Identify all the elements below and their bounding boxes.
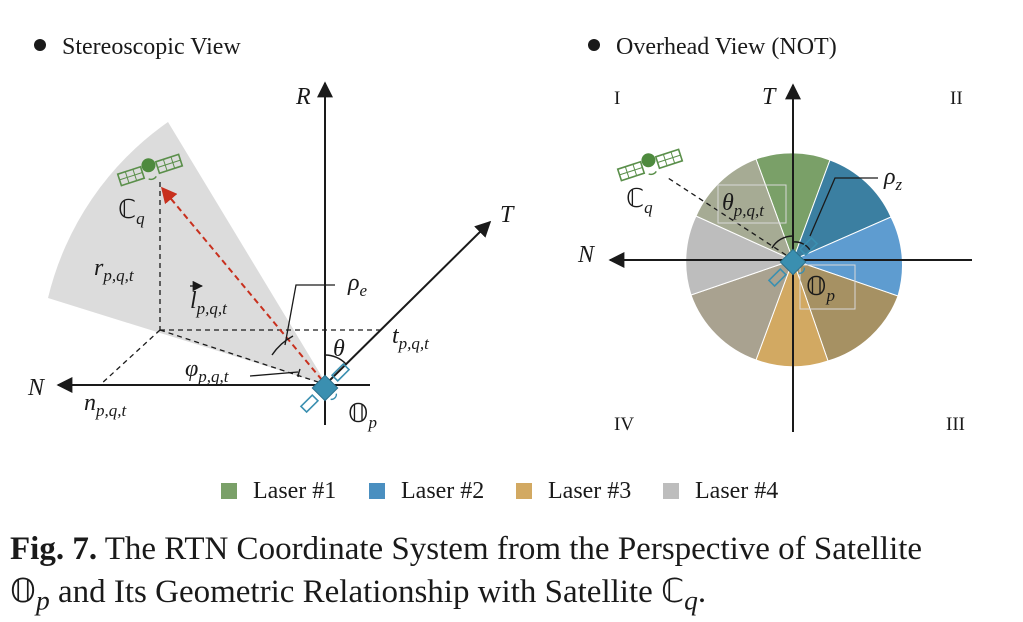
phi-pqt-label: φp,q,t (185, 356, 230, 386)
legend-label: Laser #2 (401, 477, 485, 504)
cq-sightline (667, 177, 787, 256)
n-axis-label: N (577, 242, 596, 268)
caption-line-1: The RTN Coordinate System from the Persp… (97, 531, 923, 567)
legend: Laser #1 Laser #2 Laser #3 Laser #4 (0, 476, 1023, 506)
satellite-op-icon (299, 362, 351, 414)
rho-e-leader (284, 284, 335, 346)
r-pqt-label: rp,q,t (94, 255, 135, 285)
legend-label: Laser #3 (548, 477, 632, 504)
laser-beam-sector (48, 122, 327, 385)
legend-label: Laser #1 (253, 477, 337, 504)
r-axis-label: R (295, 84, 311, 110)
quadrant-iii-label: III (946, 414, 965, 435)
theta-arc (324, 354, 347, 365)
op-label: 𝕆p (348, 399, 377, 432)
caption-line-2: and Its Geometric Relationship with Sate… (49, 574, 662, 610)
caption-cq-symbol: ℂ (661, 571, 685, 610)
projection-lines (99, 182, 385, 386)
satellite-cq-icon (616, 148, 684, 182)
rho-e-label: ρe (347, 270, 368, 300)
legend-item-laser-4: Laser #4 (663, 476, 778, 506)
t-pqt-label: tp,q,t (392, 323, 430, 353)
legend-item-laser-2: Laser #2 (369, 476, 484, 506)
pie-sector-graybrown (690, 259, 794, 361)
rho-z-leader (809, 177, 878, 237)
figure-caption: Fig. 7. The RTN Coordinate System from t… (10, 528, 1015, 622)
cq-label: ℂq (118, 195, 145, 228)
pie-sector-darkblue (792, 159, 892, 261)
rho-z-label: ρz (883, 164, 903, 194)
overhead-title: Overhead View (NOT) (616, 34, 837, 60)
legend-label: Laser #4 (695, 477, 779, 504)
rho-z-arc (792, 241, 811, 251)
caption-cq-sub: q (684, 584, 698, 616)
bullet-icon (588, 39, 600, 51)
overhead-panel: Overhead View (NOT) (577, 34, 972, 435)
n-pqt-label: np,q,t (84, 390, 128, 420)
theta-pqt-label: θp,q,t (722, 190, 765, 220)
t-axis (324, 220, 492, 386)
legend-item-laser-3: Laser #3 (516, 476, 631, 506)
bullet-icon (34, 39, 46, 51)
quadrant-i-label: I (614, 88, 620, 109)
legend-swatch (221, 483, 237, 499)
pie-sector-grayolive (695, 158, 794, 261)
legend-swatch (516, 483, 532, 499)
caption-op-sub: p (35, 584, 50, 616)
phi-leader (249, 371, 299, 377)
t-axis-label: T (500, 202, 515, 228)
t-axis-label: T (762, 84, 777, 110)
cq-label: ℂq (626, 184, 653, 217)
l-pqt-label: lp,q,t (190, 288, 228, 318)
op-label: 𝕆p (806, 272, 835, 305)
theta-arc (771, 235, 794, 249)
theta-label: θ (333, 336, 345, 362)
caption-end: . (697, 574, 707, 610)
caption-prefix: Fig. 7. (10, 531, 98, 567)
phi-arc (297, 368, 301, 378)
caption-op-symbol: 𝕆 (10, 571, 36, 610)
stereoscopic-title: Stereoscopic View (62, 34, 241, 60)
rtn-figure: Stereoscopic View (27, 34, 972, 435)
quadrant-iv-label: IV (614, 414, 634, 435)
rho-e-arc (271, 335, 294, 356)
legend-swatch (369, 483, 385, 499)
theta-label-box (717, 184, 787, 224)
pie-sector-lightblue (791, 216, 903, 297)
laser-pie (685, 152, 903, 368)
quadrant-ii-label: II (950, 88, 963, 109)
op-label-box (799, 264, 856, 310)
legend-item-laser-1: Laser #1 (221, 476, 336, 506)
satellite-cq-icon (116, 153, 184, 187)
pie-sector-gray (685, 215, 795, 296)
n-axis-label: N (27, 375, 46, 401)
satellite-op-icon (767, 236, 819, 288)
legend-swatch (663, 483, 679, 499)
stereoscopic-panel: Stereoscopic View (27, 34, 515, 432)
l-vector (160, 186, 323, 381)
